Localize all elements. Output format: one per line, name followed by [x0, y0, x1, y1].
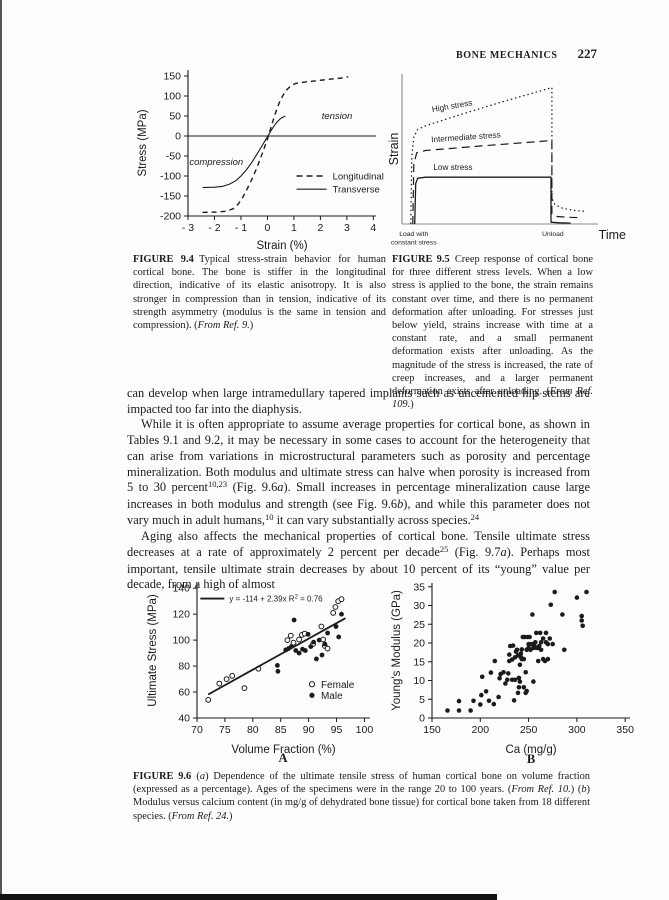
svg-text:250: 250 [520, 724, 538, 736]
svg-text:150: 150 [423, 724, 441, 736]
svg-text:compression: compression [189, 157, 243, 168]
ultimate-stress-volume-fraction-plot: 70 75 80 85 90 95 100 40 60 80 100 120 140 FemaleMale… [147, 583, 374, 756]
svg-text:- 2: - 2 [208, 222, 220, 234]
svg-text:High stress: High stress [431, 98, 473, 114]
subfigure-label-b: B [526, 752, 536, 766]
svg-text:5: 5 [419, 694, 425, 706]
svg-text:40: 40 [178, 713, 190, 725]
svg-text:-50: -50 [166, 151, 181, 163]
svg-text:-100: -100 [160, 171, 181, 183]
svg-text:1: 1 [291, 222, 297, 234]
svg-text:120: 120 [172, 609, 190, 621]
svg-text:15: 15 [413, 656, 425, 668]
svg-text:Ultimate Stress (MPa): Ultimate Stress (MPa) [147, 594, 159, 707]
figure-9-5-caption: FIGURE 9.5 Creep response of cortical bo… [392, 254, 594, 411]
svg-text:Male: Male [321, 691, 343, 702]
svg-text:Load with: Load with [399, 231, 428, 238]
figure-9-5-creep-chart: High stress Intermediate stress Low stress… [387, 64, 628, 263]
svg-text:Ca (mg/g): Ca (mg/g) [505, 744, 556, 756]
svg-text:Strain: Strain [388, 133, 401, 166]
svg-text:Stress (MPa): Stress (MPa) [137, 109, 149, 176]
svg-text:Transverse: Transverse [333, 185, 380, 196]
paragraph-continuation: can develop when large intramedullary ta… [127, 386, 590, 416]
svg-text:10: 10 [413, 675, 425, 687]
page-number: 227 [577, 46, 598, 61]
svg-text:-200: -200 [160, 211, 181, 223]
paragraph-heterogeneity: While it is often appropriate to assume … [127, 417, 590, 527]
svg-text:60: 60 [178, 687, 190, 699]
svg-text:Intermediate stress: Intermediate stress [431, 130, 501, 144]
svg-text:140: 140 [172, 583, 190, 595]
svg-text:Female: Female [321, 680, 355, 691]
svg-text:Low stress: Low stress [433, 163, 472, 172]
svg-text:tension: tension [322, 111, 353, 122]
figure-9-6b-scatter-chart: 150 200 250 300 350 0 5 10 15 20 25 30 35 Ca (mg/g) Yo… [390, 576, 644, 763]
svg-text:Volume Fraction (%): Volume Fraction (%) [231, 744, 335, 756]
svg-text:0: 0 [419, 713, 425, 725]
svg-text:Young's Modulus (GPa): Young's Modulus (GPa) [391, 590, 403, 711]
svg-text:Time: Time [599, 228, 626, 242]
figure-9-6a-scatter-chart: 70 75 80 85 90 95 100 40 60 80 100 120 140 Female Male… [146, 576, 386, 763]
svg-text:4: 4 [370, 222, 376, 234]
svg-text:80: 80 [247, 724, 259, 736]
running-head-title: BONE MECHANICS [456, 50, 558, 61]
creep-response-plot: High stress Intermediate stress Low stress… [387, 74, 626, 247]
svg-text:Strain (%): Strain (%) [256, 240, 307, 252]
svg-text:50: 50 [169, 111, 181, 123]
svg-text:35: 35 [413, 581, 425, 593]
svg-text:150: 150 [163, 71, 181, 83]
svg-text:2: 2 [317, 222, 323, 234]
svg-text:200: 200 [472, 724, 490, 736]
modulus-calcium-plot: 150 200 250 300 350 0 5 10 15 20 25 30 35 Ca (mg/g) Yo… [391, 581, 634, 756]
scan-edge-bottom [0, 894, 497, 900]
svg-text:Unload: Unload [542, 231, 564, 238]
figure-9-6-caption: FIGURE 9.6 (a) Dependence of the ultimat… [133, 771, 590, 822]
running-head: BONE MECHANICS 227 [0, 45, 597, 63]
svg-text:Longitudinal: Longitudinal [333, 172, 384, 183]
svg-text:20: 20 [413, 638, 425, 650]
svg-text:3: 3 [344, 222, 350, 234]
svg-text:100: 100 [172, 635, 190, 647]
scan-edge-left [0, 0, 2, 900]
svg-text:70: 70 [191, 724, 203, 736]
svg-text:30: 30 [413, 600, 425, 612]
svg-text:100: 100 [163, 91, 181, 103]
svg-text:0: 0 [265, 222, 271, 234]
svg-text:300: 300 [568, 724, 586, 736]
svg-text:0: 0 [175, 131, 181, 143]
svg-text:- 3: - 3 [182, 222, 194, 234]
svg-text:80: 80 [178, 661, 190, 673]
svg-text:90: 90 [303, 724, 315, 736]
svg-text:100: 100 [356, 724, 374, 736]
svg-text:- 1: - 1 [235, 222, 247, 234]
paragraph-aging: Aging also affects the mechanical proper… [127, 529, 591, 592]
svg-text:350: 350 [616, 724, 634, 736]
figure-9-4-stress-strain-chart: - 3 - 2 - 1 0 1 2 3 4 -200 -150 -100 -50 0 50 100 150 te… [132, 64, 392, 259]
body-text: can develop when large intramedullary ta… [127, 386, 590, 593]
svg-text:95: 95 [331, 724, 343, 736]
svg-text:y = -114 + 2.39x R2 = 0.76: y = -114 + 2.39x R2 = 0.76 [229, 594, 323, 603]
svg-text:-150: -150 [160, 191, 181, 203]
svg-text:25: 25 [413, 619, 425, 631]
svg-text:85: 85 [275, 724, 287, 736]
svg-text:constant stress: constant stress [391, 240, 437, 247]
subfigure-label-a: A [278, 751, 288, 765]
figure-9-4-caption: FIGURE 9.4 Typical stress-strain behavio… [133, 254, 387, 332]
svg-text:75: 75 [219, 724, 231, 736]
stress-strain-plot: - 3 - 2 - 1 0 1 2 3 4 -200 -150 -100 -50 0 50 100 150 te… [137, 70, 384, 252]
